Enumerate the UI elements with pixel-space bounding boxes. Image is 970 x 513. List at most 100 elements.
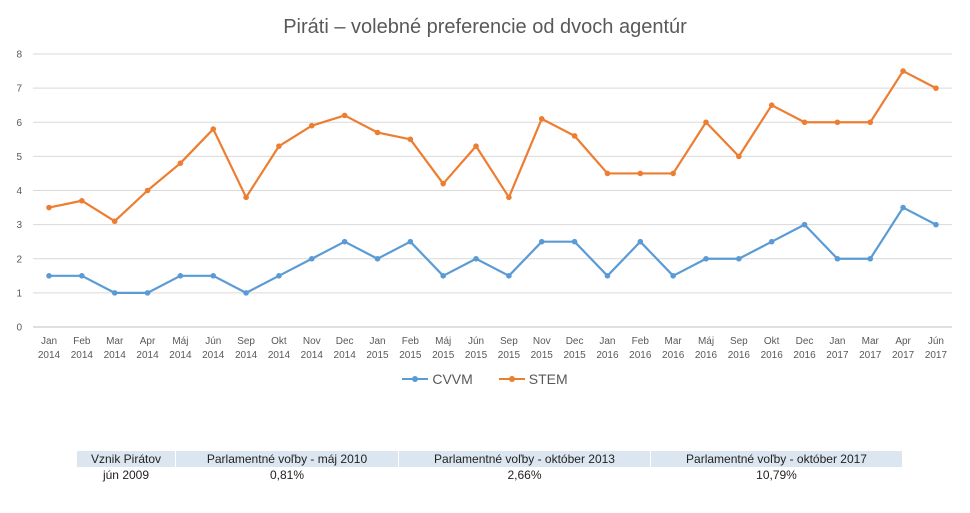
x-tick-label: 2014	[202, 350, 225, 361]
info-table-header-row: Vznik Pirátov Parlamentné voľby - máj 20…	[77, 451, 902, 467]
x-tick-label: Mar	[862, 336, 880, 347]
data-point-stem	[473, 143, 479, 149]
x-tick-label: 2014	[104, 350, 127, 361]
data-point-cvvm	[538, 238, 545, 245]
x-tick-label: 2016	[662, 350, 685, 361]
x-tick-label: Mar	[106, 336, 124, 347]
x-tick-label: 2015	[432, 350, 455, 361]
x-tick-label: 2015	[563, 350, 586, 361]
data-point-stem	[736, 153, 742, 160]
data-point-cvvm	[736, 255, 742, 262]
data-point-stem	[506, 194, 512, 201]
y-tick-label: 3	[16, 220, 22, 231]
x-tick-label: 2016	[596, 350, 619, 361]
data-point-stem	[374, 129, 381, 136]
data-point-cvvm	[46, 273, 52, 279]
data-point-cvvm	[867, 255, 874, 262]
x-tick-label: 2015	[531, 350, 554, 361]
x-tick-label: Dec	[566, 336, 584, 347]
series-line-stem	[48, 69, 937, 223]
data-point-cvvm	[374, 255, 381, 262]
data-point-cvvm	[210, 273, 217, 279]
x-tick-label: 2014	[136, 350, 159, 361]
info-header-vznik: Vznik Pirátov	[77, 451, 176, 467]
y-tick-label: 7	[16, 84, 22, 95]
data-point-cvvm	[637, 238, 644, 245]
data-point-stem	[703, 119, 709, 126]
data-point-stem	[177, 160, 184, 166]
data-point-cvvm	[933, 221, 939, 228]
x-tick-label: Mar	[665, 336, 683, 347]
x-tick-label: 2015	[399, 350, 422, 361]
info-value-2017: 10,79%	[650, 467, 902, 483]
y-tick-label: 6	[16, 118, 22, 129]
data-point-stem	[210, 126, 217, 132]
data-point-stem	[341, 112, 348, 119]
info-table-value-row: jún 2009 0,81% 2,66% 10,79%	[77, 467, 902, 483]
x-tick-label: Feb	[73, 336, 91, 347]
data-point-stem	[933, 85, 939, 91]
x-tick-label: Sep	[237, 336, 255, 347]
data-point-cvvm	[177, 273, 184, 279]
data-point-stem	[571, 133, 578, 139]
data-point-cvvm	[834, 255, 841, 262]
info-table: Vznik Pirátov Parlamentné voľby - máj 20…	[77, 451, 902, 483]
chart-legend: CVVM STEM	[0, 371, 970, 387]
x-tick-label: Jún	[205, 336, 221, 347]
data-point-stem	[637, 170, 644, 177]
x-tick-label: Okt	[271, 336, 287, 347]
x-tick-label: 2015	[366, 350, 389, 361]
data-point-cvvm	[473, 255, 479, 262]
data-point-cvvm	[144, 290, 151, 296]
x-tick-label: 2014	[169, 350, 192, 361]
data-point-cvvm	[407, 238, 414, 245]
legend-label-cvvm: CVVM	[432, 371, 473, 387]
data-point-stem	[440, 180, 447, 187]
y-tick-label: 2	[16, 254, 22, 265]
data-point-cvvm	[79, 273, 85, 279]
data-point-stem	[79, 197, 85, 204]
info-header-2010: Parlamentné voľby - máj 2010	[175, 451, 399, 467]
data-point-stem	[538, 116, 545, 122]
data-point-cvvm	[900, 204, 906, 211]
x-tick-label: 2014	[334, 350, 357, 361]
x-tick-label: Máj	[172, 336, 188, 347]
x-tick-label: 2014	[235, 350, 258, 361]
data-point-cvvm	[703, 255, 709, 262]
x-tick-label: Jún	[928, 336, 944, 347]
x-tick-label: 2015	[498, 350, 521, 361]
x-tick-label: Nov	[303, 336, 321, 347]
data-point-cvvm	[670, 273, 676, 279]
x-tick-label: Feb	[402, 336, 420, 347]
x-tick-label: Máj	[435, 336, 451, 347]
data-point-stem	[604, 170, 611, 177]
data-point-stem	[801, 119, 808, 126]
x-tick-label: Sep	[730, 336, 748, 347]
data-point-stem	[670, 170, 676, 177]
data-point-stem	[867, 119, 874, 126]
x-tick-label: 2014	[301, 350, 324, 361]
x-tick-label: 2017	[892, 350, 915, 361]
data-point-cvvm	[506, 273, 512, 279]
x-tick-label: 2015	[465, 350, 488, 361]
data-point-cvvm	[604, 273, 611, 279]
data-point-stem	[768, 102, 775, 108]
y-tick-label: 1	[16, 288, 22, 299]
data-point-cvvm	[571, 238, 578, 245]
data-point-cvvm	[111, 290, 118, 296]
data-point-cvvm	[243, 290, 249, 296]
x-tick-label: 2016	[761, 350, 784, 361]
x-tick-label: 2014	[71, 350, 94, 361]
data-point-stem	[900, 68, 906, 74]
y-tick-label: 5	[16, 152, 22, 163]
x-tick-label: 2017	[925, 350, 948, 361]
data-point-stem	[111, 218, 118, 225]
data-point-stem	[834, 119, 841, 126]
x-tick-label: 2017	[859, 350, 882, 361]
data-point-stem	[46, 204, 52, 211]
data-point-cvvm	[801, 221, 808, 228]
x-tick-label: Nov	[533, 336, 551, 347]
x-tick-label: 2017	[826, 350, 849, 361]
data-point-cvvm	[768, 238, 775, 245]
